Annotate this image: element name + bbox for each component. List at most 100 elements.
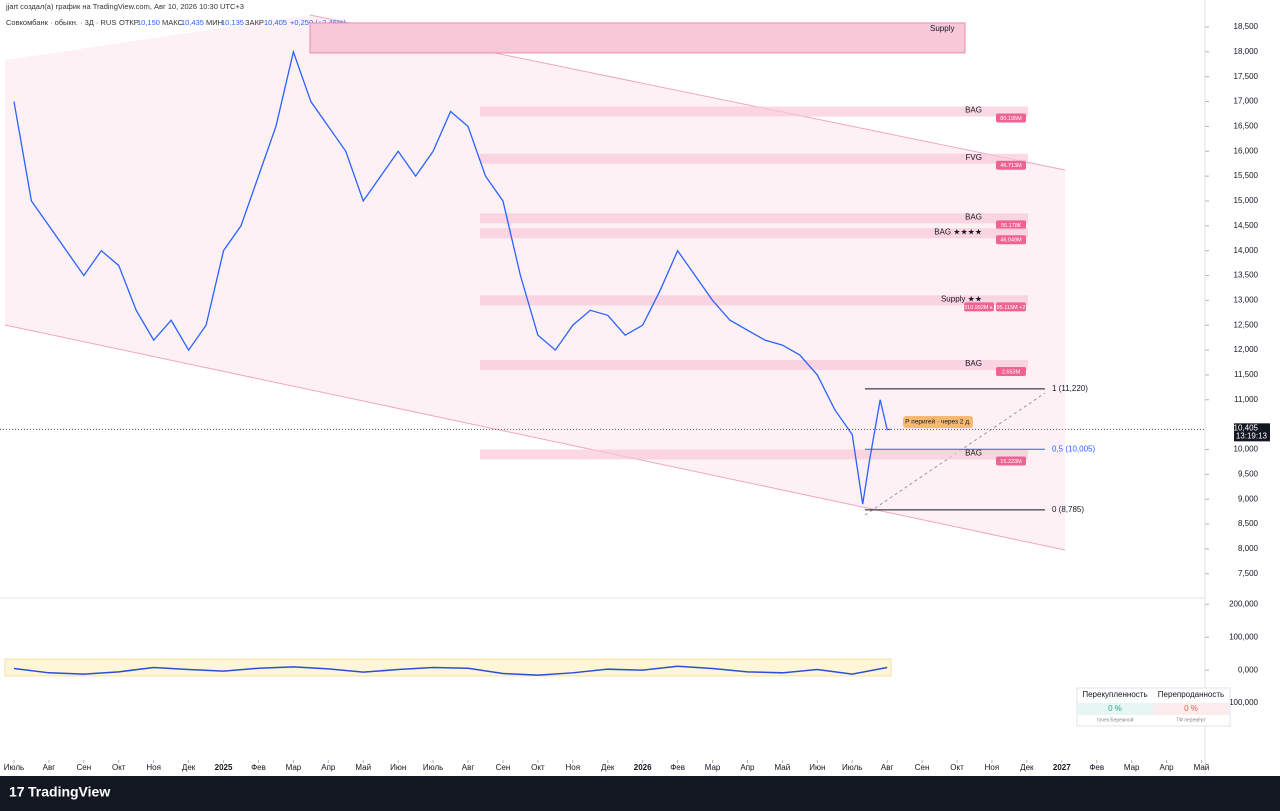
x-tick-label: Май: [1194, 763, 1210, 772]
x-tick-label: Ноя: [985, 763, 1000, 772]
osc-line: [13, 665, 888, 676]
zone: [480, 228, 1028, 239]
fib-label: 0,5 (10,005): [1052, 444, 1095, 453]
last-price-bg: [1234, 423, 1270, 442]
x-tick-label: Сен: [76, 763, 91, 772]
x-tick-label: Май: [775, 763, 791, 772]
price-line: [13, 49, 891, 505]
zone-label: BAG: [965, 449, 982, 458]
x-tick-label: Апр: [1160, 763, 1175, 772]
x-tick-label: Дек: [1020, 763, 1034, 772]
brand: TradingView: [28, 784, 110, 800]
event: Р перигей · через 2 д.: [905, 418, 971, 426]
high: 10,435: [181, 18, 204, 27]
x-tick-label: Окт: [112, 763, 126, 772]
x-tick-label: 2025: [215, 763, 233, 772]
zone-label: BAG: [965, 212, 982, 221]
x-tick-label: Ноя: [566, 763, 581, 772]
y-tick-label: 8,000: [1238, 544, 1259, 553]
zone-tag-bg: [996, 235, 1026, 245]
y-tick-label: 18,500: [1234, 22, 1259, 31]
open: 10,150: [137, 18, 160, 27]
y-tick-label: 9,500: [1238, 469, 1259, 478]
close: 10,405: [264, 18, 287, 27]
y-tick-label: 18,000: [1234, 47, 1259, 56]
x-tick-label: Июль: [4, 763, 24, 772]
fib-label: 1 (11,220): [1052, 384, 1088, 393]
y-tick-label: 14,500: [1234, 221, 1259, 230]
x-tick-label: Июль: [842, 763, 862, 772]
x-tick-label: Фев: [1089, 763, 1104, 772]
x-tick-label: 2027: [1053, 763, 1071, 772]
zone-tag-bg: [996, 456, 1026, 466]
zone-label: BAG: [965, 106, 982, 115]
x-tick-label: Апр: [740, 763, 755, 772]
zone-tag-bg: [964, 302, 994, 312]
channel-bottom: [4, 324, 1066, 551]
x-tick-label: Дек: [182, 763, 196, 772]
zone-tag-bg: [996, 160, 1026, 170]
zone-tag: 15.223М: [1000, 459, 1022, 465]
zone-tag: 310.992М к.: [964, 305, 994, 311]
zone-label: Supply ★★: [941, 294, 982, 303]
zone: [480, 449, 1028, 460]
close-label: ЗАКР: [245, 18, 264, 27]
y-tick-label: 14,000: [1234, 246, 1259, 255]
y-tick-label: 12,000: [1234, 345, 1259, 354]
y-tick-label: 9,000: [1238, 494, 1259, 503]
zone-label: BAG: [965, 359, 982, 368]
x-tick-label: Авг: [462, 763, 475, 772]
x-tick-label: Фев: [251, 763, 266, 772]
y-tick-label: 11,000: [1234, 395, 1258, 404]
y-tick-label: 11,500: [1234, 370, 1258, 379]
countdown: 13:19:13: [1236, 431, 1268, 440]
y-tick-label: 15,000: [1234, 196, 1259, 205]
zone-tag-bg: [996, 366, 1026, 376]
x-tick-label: Мар: [705, 763, 721, 772]
zone-tag: 55.178К: [1001, 223, 1022, 229]
open-label: ОТКР: [119, 18, 139, 27]
zone: [480, 106, 1028, 117]
channel: [5, 15, 1065, 550]
osc-tick-label: 100,000: [1229, 632, 1258, 641]
y-tick-label: 17,000: [1234, 97, 1259, 106]
author: jjart создал(а) график на TradingView.co…: [5, 2, 244, 11]
x-tick-label: Ноя: [146, 763, 161, 772]
osc-tick-label: 0,000: [1238, 665, 1259, 674]
zone-tag: 46.713М: [1000, 163, 1022, 169]
x-tick-label: Июн: [809, 763, 825, 772]
last-price: 10,405: [1234, 423, 1259, 432]
x-tick-label: Окт: [531, 763, 545, 772]
low-label: МИН: [206, 18, 223, 27]
high-label: МАКС: [162, 18, 184, 27]
x-tick-label: Авг: [43, 763, 56, 772]
x-tick-label: 2026: [634, 763, 652, 772]
oversold-value: 0 %: [1184, 704, 1198, 713]
footer: [0, 776, 1280, 811]
x-tick-label: Мар: [1124, 763, 1140, 772]
x-tick-label: Сен: [915, 763, 930, 772]
zone-tag-bg: [996, 220, 1026, 230]
zone: [480, 295, 1028, 306]
zone-tag: 2.653М: [1002, 369, 1021, 375]
x-tick-label: Окт: [950, 763, 964, 772]
x-tick-label: Мар: [286, 763, 302, 772]
oversold-note: ТФ перевёрт: [1176, 717, 1206, 723]
supply-zone: [309, 22, 966, 54]
y-tick-label: 17,500: [1234, 72, 1259, 81]
fib-label: 0 (8,785): [1052, 505, 1084, 514]
zone-tag-bg: [996, 302, 1026, 312]
zone-tag-bg: [996, 113, 1026, 123]
event-bg: [903, 416, 973, 428]
y-tick-label: 16,500: [1234, 122, 1259, 131]
zone-tag: 46.049М: [1000, 238, 1022, 244]
overbought: Перекупленность: [1082, 690, 1147, 699]
osc-tick-label: -100,000: [1226, 698, 1258, 707]
x-tick-label: Июн: [390, 763, 406, 772]
low: 10,135: [221, 18, 244, 27]
oversold-cell: [1153, 703, 1229, 715]
y-tick-label: 13,000: [1234, 295, 1259, 304]
x-tick-label: Дек: [601, 763, 615, 772]
y-tick-label: 12,500: [1234, 320, 1259, 329]
